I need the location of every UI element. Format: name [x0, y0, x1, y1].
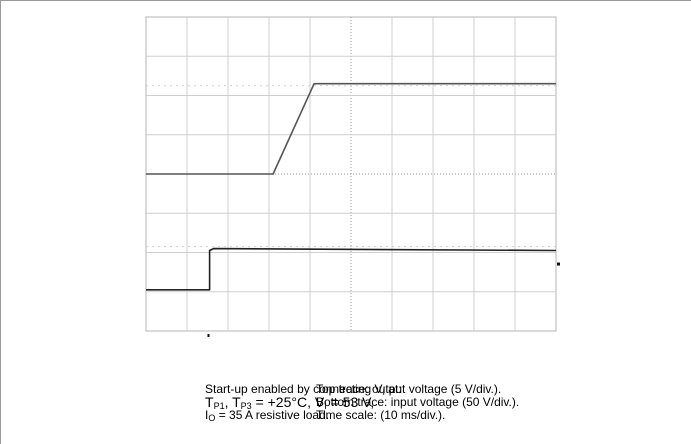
- trigger-level-marker: [557, 262, 560, 266]
- caption-right: Top trace: output voltage (5 V/div.). Bo…: [316, 383, 519, 422]
- caption-right-line-3: Time scale: (10 ms/div.).: [316, 408, 446, 422]
- plot-traces: [146, 82, 557, 291]
- caption-left: Start-up enabled by connecting VI at: TP…: [205, 382, 402, 423]
- oscilloscope-plot: [145, 16, 560, 337]
- bottom-trace-line: [146, 247, 557, 291]
- plot-markers: [207, 262, 560, 337]
- plot-grid: [145, 16, 557, 332]
- trigger-time-marker: [207, 334, 210, 337]
- caption-right-line-1: Top trace: output voltage (5 V/div.).: [316, 382, 502, 396]
- caption-left-line-3: IO = 35 A resistive load.: [205, 408, 330, 423]
- caption-left-line-1: Start-up enabled by connecting VI at:: [205, 382, 402, 397]
- top-trace-line: [146, 82, 556, 175]
- caption-left-line-2: TP1, TP3 = +25°C, VI = 53 V,: [205, 394, 375, 411]
- caption-right-line-2: Bottom trace: input voltage (50 V/div.).: [316, 395, 520, 409]
